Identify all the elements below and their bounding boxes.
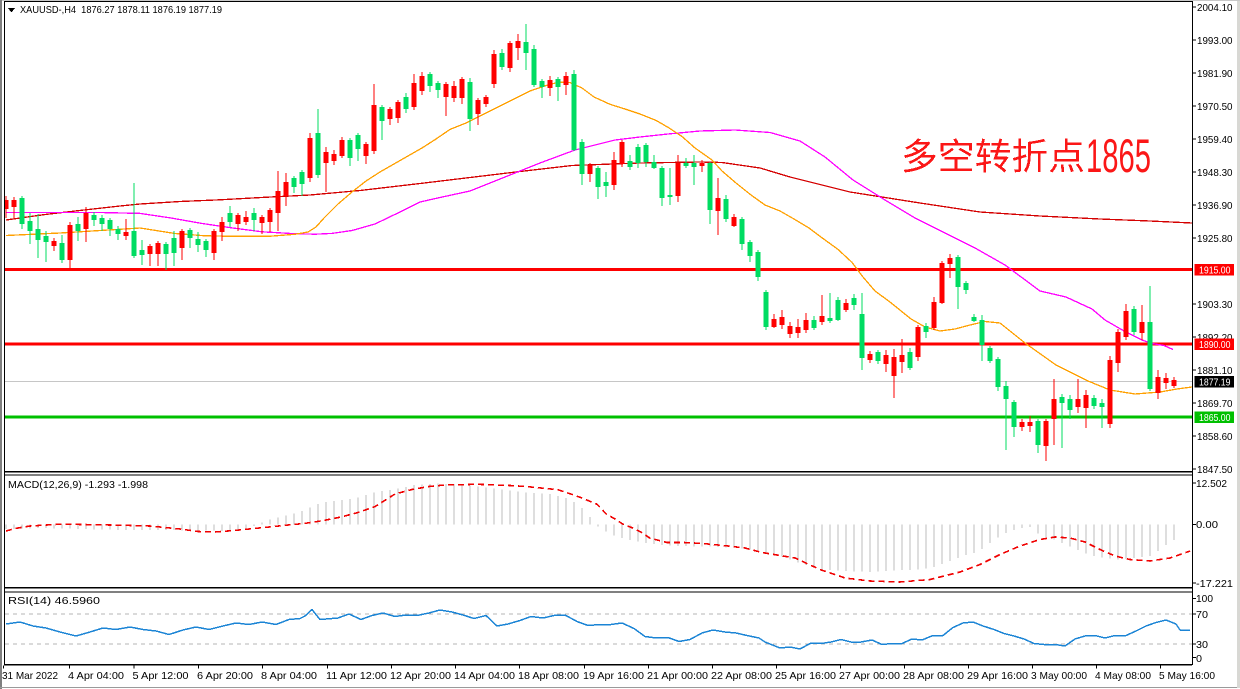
svg-text:1993.00: 1993.00 [1197,35,1233,47]
svg-text:1981.90: 1981.90 [1197,68,1233,80]
svg-text:12 Apr 20:00: 12 Apr 20:00 [390,670,451,682]
svg-text:11 Apr 12:00: 11 Apr 12:00 [326,670,387,682]
svg-text:5 Apr 12:00: 5 Apr 12:00 [133,670,189,682]
svg-text:0.00: 0.00 [1196,519,1218,531]
svg-text:1869.70: 1869.70 [1197,398,1233,410]
svg-text:1865.00: 1865.00 [1199,412,1231,424]
svg-text:14 Apr 04:00: 14 Apr 04:00 [454,670,515,682]
svg-text:-17.221: -17.221 [1196,578,1233,590]
svg-text:1847.50: 1847.50 [1197,464,1233,476]
svg-text:MACD(12,26,9) -1.293 -1.998: MACD(12,26,9) -1.293 -1.998 [8,479,148,491]
svg-text:1959.40: 1959.40 [1197,134,1233,146]
svg-text:4 Apr 04:00: 4 Apr 04:00 [68,670,124,682]
svg-text:3 May 00:00: 3 May 00:00 [1031,670,1087,682]
svg-text:4 May 08:00: 4 May 08:00 [1095,670,1151,682]
svg-text:1877.19: 1877.19 [1199,377,1231,389]
svg-text:XAUUSD-,H4 1876.27 1878.11 18: XAUUSD-,H4 1876.27 1878.11 1876.19 1877.… [20,4,222,16]
svg-text:1903.30: 1903.30 [1197,299,1233,311]
svg-text:1948.30: 1948.30 [1197,167,1233,179]
svg-text:1865: 1865 [1086,129,1151,182]
svg-text:31 Mar 2022: 31 Mar 2022 [2,670,58,682]
svg-text:100: 100 [1196,593,1213,605]
svg-text:5 May 16:00: 5 May 16:00 [1159,670,1215,682]
svg-text:1881.10: 1881.10 [1197,365,1233,377]
svg-text:1970.50: 1970.50 [1197,101,1233,113]
svg-text:28 Apr 08:00: 28 Apr 08:00 [903,670,964,682]
svg-text:0: 0 [1196,653,1202,665]
svg-text:RSI(14) 46.5960: RSI(14) 46.5960 [8,595,100,607]
svg-text:2004.10: 2004.10 [1197,2,1233,14]
svg-text:6 Apr 20:00: 6 Apr 20:00 [197,670,253,682]
svg-text:30: 30 [1196,639,1208,651]
svg-text:18 Apr 08:00: 18 Apr 08:00 [518,670,579,682]
svg-text:19 Apr 16:00: 19 Apr 16:00 [583,670,644,682]
svg-text:21 Apr 00:00: 21 Apr 00:00 [647,670,708,682]
svg-text:25 Apr 16:00: 25 Apr 16:00 [775,670,836,682]
svg-text:1915.00: 1915.00 [1199,265,1231,277]
svg-text:70: 70 [1196,609,1208,621]
svg-text:1858.60: 1858.60 [1197,431,1233,443]
svg-text:1936.90: 1936.90 [1197,200,1233,212]
svg-text:1925.80: 1925.80 [1197,233,1233,245]
svg-text:8 Apr 04:00: 8 Apr 04:00 [261,670,317,682]
svg-text:12.502: 12.502 [1196,478,1227,490]
svg-text:27 Apr 00:00: 27 Apr 00:00 [839,670,900,682]
svg-text:1890.00: 1890.00 [1199,339,1231,351]
svg-text:22 Apr 08:00: 22 Apr 08:00 [711,670,772,682]
svg-text:29 Apr 16:00: 29 Apr 16:00 [967,670,1028,682]
